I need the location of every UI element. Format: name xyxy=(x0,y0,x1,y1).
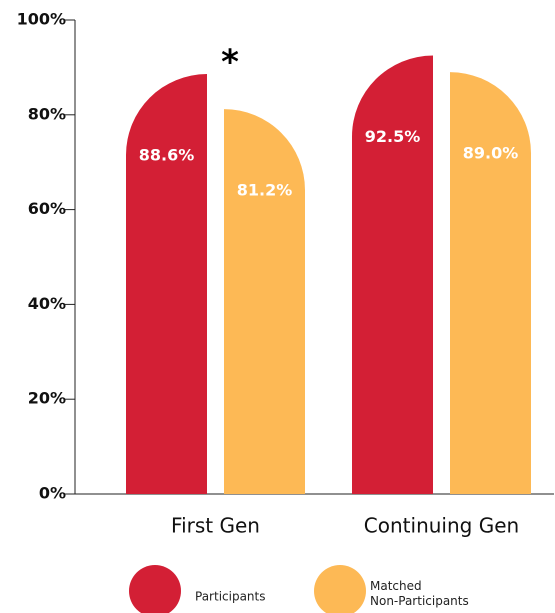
bar xyxy=(126,74,207,494)
value-label: 92.5% xyxy=(365,127,421,146)
x-tick-label: Continuing Gen xyxy=(364,514,519,538)
bar xyxy=(224,109,305,494)
bar xyxy=(352,55,433,495)
y-tick-label: 40% xyxy=(28,294,66,313)
value-label: 88.6% xyxy=(139,146,195,165)
bar xyxy=(450,72,531,494)
y-tick-label: 80% xyxy=(28,104,66,123)
annotation: * xyxy=(221,43,239,83)
legend-swatch xyxy=(314,565,366,613)
legend-line: Non-Participants xyxy=(370,594,469,608)
y-tick-label: 20% xyxy=(28,389,66,408)
legend-label: Participants xyxy=(195,590,266,604)
value-label: 89.0% xyxy=(463,144,519,163)
x-tick-label: First Gen xyxy=(171,514,260,538)
y-tick-label: 0% xyxy=(39,484,66,503)
y-tick-label: 60% xyxy=(28,199,66,218)
legend-line: Matched xyxy=(370,579,422,593)
legend-label: Matched Non-Participants xyxy=(370,579,469,608)
y-tick-label: 100% xyxy=(17,10,66,29)
legend-swatch xyxy=(129,565,181,613)
value-label: 81.2% xyxy=(237,181,293,200)
